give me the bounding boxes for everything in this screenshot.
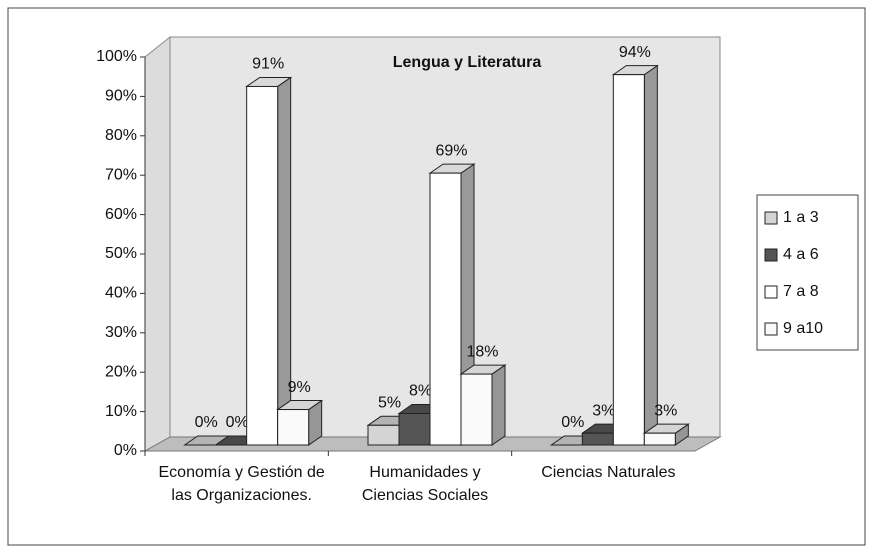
y-tick-label: 70% — [105, 166, 137, 183]
y-tick-label: 50% — [105, 245, 137, 262]
bar — [245, 76, 293, 446]
y-tick-label: 30% — [105, 324, 137, 341]
bar-front — [581, 432, 614, 446]
bar-front — [612, 74, 645, 446]
y-tick-label: 80% — [105, 127, 137, 144]
legend-swatch — [764, 322, 778, 336]
bar — [611, 64, 659, 446]
bar-front — [246, 85, 279, 446]
y-tick-label: 20% — [105, 363, 137, 380]
value-label: 5% — [378, 395, 401, 412]
x-tick-label: Economía y Gestión de las Organizaciones… — [158, 464, 325, 504]
bar — [276, 399, 324, 446]
value-label: 9% — [288, 379, 311, 396]
value-label: 3% — [654, 402, 677, 419]
x-tick-label: Ciencias Naturales — [541, 464, 676, 481]
value-label: 8% — [409, 383, 432, 400]
legend-swatch — [764, 248, 778, 262]
value-label: 0% — [561, 414, 584, 431]
chart-title: Lengua y Literatura — [393, 54, 542, 71]
value-label: 3% — [592, 402, 615, 419]
value-label: 0% — [195, 414, 218, 431]
bar — [642, 423, 690, 446]
bar-front — [277, 409, 310, 446]
bar-side — [491, 364, 506, 446]
value-label: 18% — [466, 343, 498, 360]
y-tick-label: 0% — [114, 442, 137, 459]
value-label: 91% — [252, 56, 284, 73]
y-tick-label: 60% — [105, 206, 137, 223]
y-tick-label: 40% — [105, 285, 137, 302]
bar-front — [429, 172, 462, 446]
value-label: 0% — [226, 414, 249, 431]
legend-swatch — [764, 285, 778, 299]
legend-swatch — [764, 211, 778, 225]
bar-side — [643, 64, 658, 446]
legend-label: 7 a 8 — [783, 283, 819, 300]
y-tick-label: 100% — [96, 48, 137, 65]
value-label: 94% — [619, 44, 651, 61]
side-wall — [144, 35, 171, 452]
y-tick-label: 10% — [105, 403, 137, 420]
bar-front — [367, 424, 400, 446]
x-tick-label: Humanidades y Ciencias Sociales — [361, 464, 489, 504]
bar-front — [643, 432, 676, 446]
bar-front — [460, 373, 493, 446]
legend-label: 4 a 6 — [783, 246, 819, 263]
value-label: 69% — [435, 142, 467, 159]
bar — [459, 364, 507, 446]
legend-label: 1 a 3 — [783, 209, 819, 226]
bar-front — [398, 412, 431, 446]
y-tick-label: 90% — [105, 88, 137, 105]
legend-label: 9 a10 — [783, 320, 823, 337]
